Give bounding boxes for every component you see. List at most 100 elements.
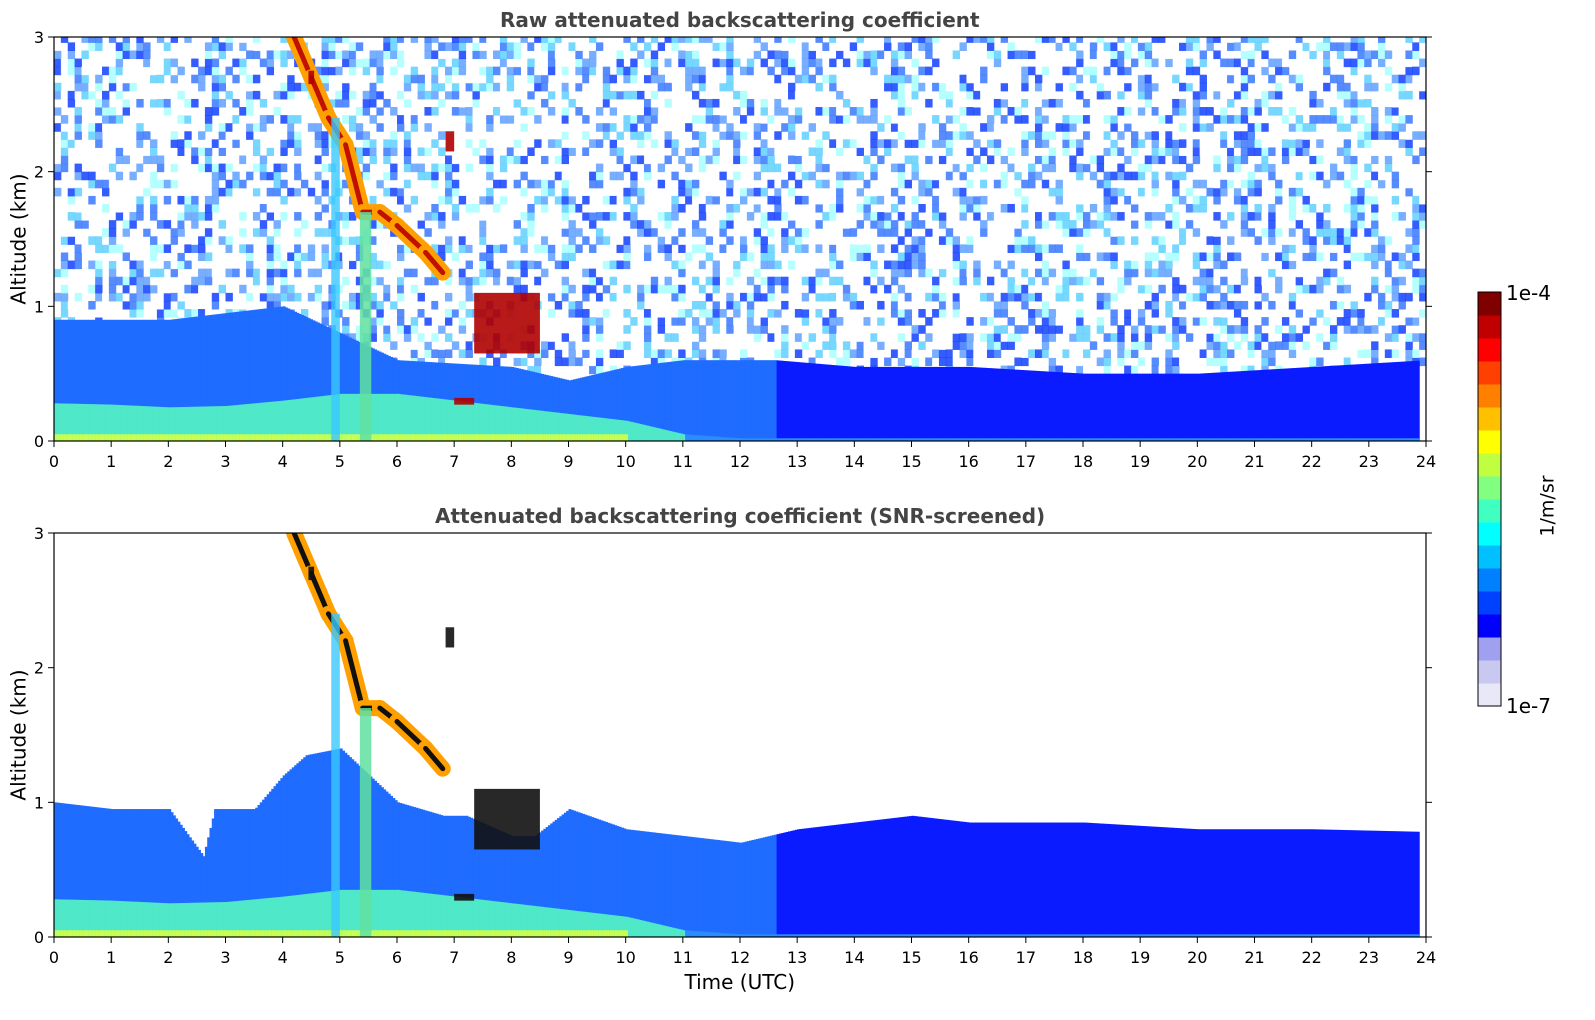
- noise-cell: [856, 123, 864, 132]
- noise-cell: [383, 292, 391, 302]
- noise-cell: [794, 42, 803, 51]
- layer-column: [646, 364, 650, 441]
- layer-column: [307, 318, 311, 441]
- noise-cell: [1069, 115, 1077, 124]
- noise-cell: [1316, 74, 1324, 84]
- noise-cell: [451, 203, 460, 213]
- noise-cell: [218, 163, 226, 173]
- noise-cell: [1083, 252, 1091, 262]
- noise-cell: [609, 276, 618, 286]
- noise-cell: [376, 82, 384, 92]
- noise-cell: [1391, 333, 1400, 342]
- noise-cell: [945, 325, 954, 334]
- noise-cell: [81, 66, 89, 76]
- noise-cell: [726, 220, 734, 229]
- noise-cell: [1377, 244, 1386, 253]
- noise-cell: [575, 50, 583, 60]
- noise-cell: [815, 37, 823, 43]
- noise-cell: [1275, 284, 1283, 294]
- layer-column: [840, 365, 844, 441]
- noise-cell: [1412, 236, 1420, 245]
- noise-cell: [1295, 163, 1304, 173]
- noise-cell: [397, 58, 405, 68]
- noise-cell: [897, 260, 906, 270]
- noise-cell: [959, 171, 967, 181]
- noise-cell: [1206, 123, 1214, 132]
- noise-cell: [1329, 228, 1338, 237]
- noise-cell: [623, 163, 631, 173]
- noise-cell: [108, 220, 117, 229]
- noise-cell: [1343, 42, 1352, 51]
- noise-cell: [698, 37, 707, 43]
- noise-cell: [376, 139, 384, 148]
- noise-cell: [993, 349, 1002, 359]
- noise-cell: [1158, 123, 1166, 132]
- noise-cell: [966, 90, 974, 100]
- noise-cell: [520, 212, 528, 221]
- noise-cell: [1007, 260, 1015, 270]
- noise-cell: [836, 203, 844, 213]
- noise-cell: [678, 37, 686, 43]
- noise-cell: [1247, 123, 1255, 132]
- noise-cell: [884, 284, 892, 294]
- noise-cell: [1021, 195, 1029, 205]
- noise-cell: [993, 82, 1002, 92]
- noise-cell: [623, 50, 631, 60]
- noise-cell: [1309, 236, 1317, 245]
- noise-cell: [856, 171, 864, 181]
- noise-cell: [1261, 292, 1269, 302]
- noise-cell: [1124, 268, 1132, 278]
- noise-cell: [1316, 123, 1324, 132]
- noise-cell: [527, 107, 535, 116]
- noise-cell: [1419, 187, 1426, 197]
- noise-cell: [458, 131, 467, 140]
- noise-cell: [1206, 252, 1214, 262]
- noise-cell: [897, 139, 906, 148]
- layer-column: [991, 368, 995, 441]
- noise-cell: [870, 212, 878, 221]
- noise-cell: [952, 292, 961, 302]
- noise-cell: [890, 66, 899, 76]
- noise-cell: [287, 187, 295, 197]
- noise-cell: [1110, 123, 1118, 132]
- layer-column: [847, 366, 851, 441]
- noise-cell: [218, 82, 226, 92]
- noise-cell: [1254, 66, 1262, 76]
- noise-cell: [204, 50, 213, 60]
- noise-cell: [417, 292, 425, 302]
- noise-cell: [774, 349, 782, 359]
- noise-cell: [451, 131, 460, 140]
- noise-cell: [1179, 284, 1187, 294]
- noise-cell: [959, 276, 967, 286]
- noise-cell: [1371, 212, 1379, 221]
- noise-cell: [870, 155, 878, 165]
- layer-column: [794, 361, 798, 441]
- layer-column: [88, 319, 92, 441]
- noise-cell: [767, 252, 775, 262]
- noise-cell: [753, 90, 762, 100]
- noise-cell: [815, 220, 823, 229]
- noise-cell: [527, 90, 535, 100]
- noise-cell: [1076, 325, 1084, 334]
- noise-cell: [342, 236, 350, 245]
- noise-cell: [643, 131, 652, 140]
- noise-cell: [170, 42, 178, 51]
- noise-cell: [650, 292, 659, 302]
- noise-cell: [246, 107, 254, 116]
- noise-cell: [143, 155, 151, 165]
- layer-column: [120, 319, 124, 441]
- noise-cell: [664, 260, 672, 270]
- noise-cell: [67, 187, 76, 197]
- layer-column: [973, 367, 977, 441]
- noise-cell: [623, 260, 631, 270]
- noise-cell: [1329, 171, 1338, 181]
- noise-cell: [150, 90, 158, 100]
- noise-cell: [561, 115, 569, 124]
- layer-column: [1012, 369, 1015, 441]
- noise-cell: [527, 179, 535, 189]
- noise-cell: [1151, 179, 1159, 189]
- noise-cell: [95, 292, 103, 302]
- noise-cell: [904, 252, 912, 262]
- noise-cell: [1034, 212, 1043, 221]
- noise-cell: [1034, 139, 1043, 148]
